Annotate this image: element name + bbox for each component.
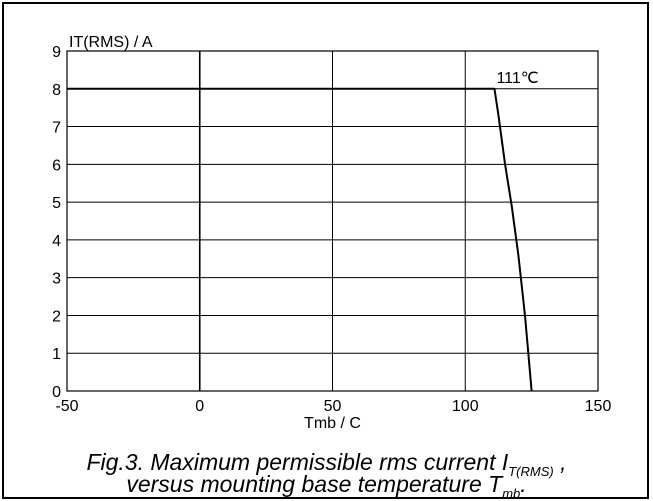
x-tick-label: 100	[452, 398, 479, 415]
y-axis-label: IT(RMS) / A	[69, 34, 153, 51]
figure-caption-line-2: versus mounting base temperature Tmb.	[126, 471, 527, 501]
x-tick-label: 150	[585, 398, 612, 415]
y-tick-label: 1	[52, 346, 61, 363]
knee-annotation: 111℃	[496, 70, 538, 87]
x-tick-label: -50	[55, 398, 78, 415]
y-tick-label: 0	[52, 384, 61, 401]
x-tick-label: 0	[195, 398, 204, 415]
x-tick-label: 50	[324, 398, 342, 415]
y-tick-label: 2	[52, 308, 61, 325]
y-tick-label: 8	[52, 82, 61, 99]
y-tick-label: 9	[52, 44, 61, 61]
y-tick-label: 3	[52, 271, 61, 288]
y-tick-label: 6	[52, 157, 61, 174]
plot-border	[66, 50, 599, 392]
x-axis-label: Tmb / C	[304, 415, 361, 432]
y-tick-label: 7	[52, 120, 61, 137]
y-tick-label: 5	[52, 195, 61, 212]
figure-caption-line-1: Fig.3. Maximum permissible rms current I…	[86, 449, 567, 479]
current-curve	[67, 87, 533, 392]
y-tick-label: 4	[52, 233, 61, 250]
